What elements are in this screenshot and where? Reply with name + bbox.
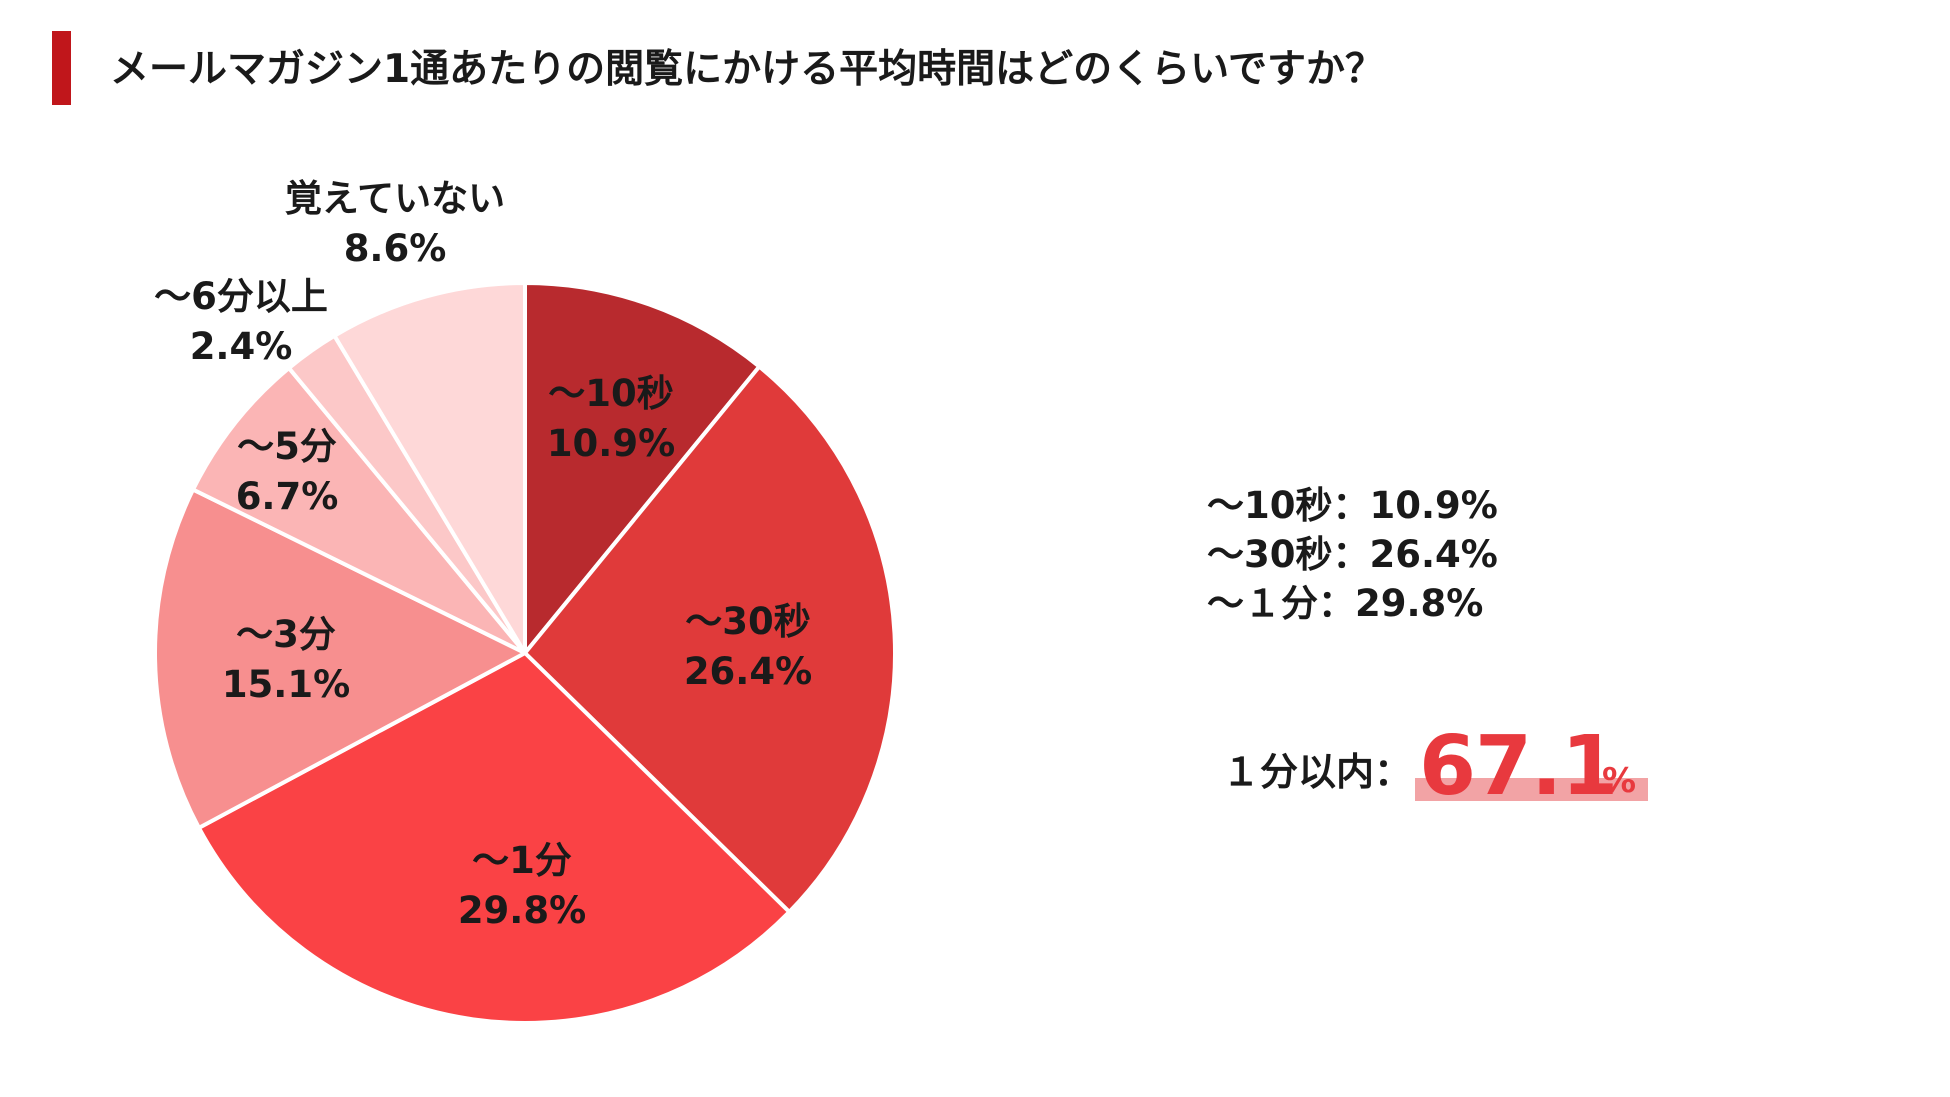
slice-label-3m: 〜3分 [236,613,336,656]
slice-value-30s: 26.4% [684,650,812,693]
slice-value-5m: 6.7% [236,475,339,518]
summary-line-30s: 〜30秒：26.4% [1207,533,1498,576]
slice-label-6m-plus: 〜6分以上 [154,275,328,318]
slice-value-1m: 29.8% [458,889,586,932]
title-accent-bar [52,31,71,105]
page-title: メールマガジン1通あたりの閲覧にかける平均時間はどのくらいですか？ [110,47,1384,92]
pie-slice-30s [523,364,897,914]
pie-slice-5m [191,366,527,655]
slice-value-10s: 10.9% [547,422,675,465]
slice-label-5m: 〜5分 [237,425,337,468]
total-unit: % [1602,761,1637,801]
summary-line-10s: 〜10秒：10.9% [1207,484,1498,527]
total-value: 67.1 [1419,719,1618,814]
slice-label-10s: 〜10秒 [548,372,674,415]
slice-value-3m: 15.1% [222,663,350,706]
summary-line-1m: 〜１分：29.8% [1207,582,1484,625]
slice-label-30s: 〜30秒 [685,600,811,643]
slice-label-1m: 〜1分 [472,839,572,882]
pie-slice-dont-remember [332,281,527,655]
slice-value-dont-remember: 8.6% [344,227,447,270]
pie-slice-1m [196,651,792,1025]
slice-label-dont-remember: 覚えていない [285,177,505,220]
total-label: １分以内： [1222,750,1413,794]
total-highlight-bar [1415,778,1648,801]
slice-value-6m-plus: 2.4% [190,325,293,368]
summary-list: 〜10秒：10.9% 〜30秒：26.4% 〜１分：29.8% [1207,481,1498,628]
pie-slice-3m [153,487,527,830]
pie-slice-10s [523,281,762,655]
